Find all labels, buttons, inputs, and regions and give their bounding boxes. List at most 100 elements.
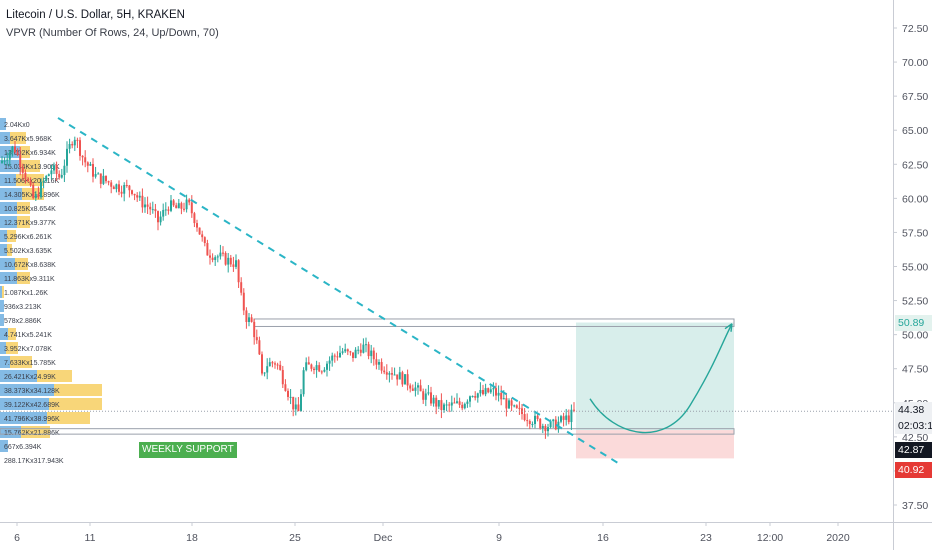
candle-body (115, 184, 118, 190)
candle-body (333, 355, 336, 357)
vp-row-label: 15.034Kx13.905K (4, 164, 60, 171)
candle-body (380, 362, 383, 371)
candle-body (500, 392, 503, 400)
candle-body (86, 162, 89, 166)
candle-body (81, 155, 84, 158)
candle-body (567, 415, 570, 423)
candle-body (279, 364, 282, 370)
weekly-support-label[interactable]: WEEKLY SUPPORT (139, 442, 237, 458)
candle-body (539, 418, 542, 429)
candle-body (476, 393, 479, 398)
candle-body (149, 206, 152, 210)
candle-body (185, 199, 188, 210)
price-tick-label: 52.50 (902, 296, 928, 308)
candle-body (266, 366, 269, 373)
candle-body (68, 144, 71, 149)
candle-body (203, 237, 206, 244)
price-tick-label: 67.50 (902, 91, 928, 103)
vp-up-bar (0, 258, 15, 270)
candle-body (229, 257, 232, 265)
candle-body (430, 392, 432, 404)
candle-body (328, 360, 331, 364)
candle-body (549, 421, 552, 428)
candle-body (14, 146, 16, 153)
price-tick-label: 55.00 (902, 262, 928, 274)
candle-body (534, 415, 536, 425)
candle-body (63, 165, 66, 176)
vp-up-bar (0, 272, 17, 284)
candle-body (385, 372, 388, 375)
candle-body (562, 416, 565, 420)
candle-body (8, 152, 11, 160)
vp-row-label: 10.672Kx8.638K (4, 262, 56, 269)
candle-body (125, 185, 128, 187)
candle-body (367, 344, 370, 357)
price-tick-label: 57.50 (902, 227, 928, 239)
candle-body (289, 396, 292, 398)
candle-body (242, 292, 245, 311)
candle-body (73, 139, 76, 146)
candle-body (146, 204, 149, 207)
vp-up-bar (0, 202, 17, 214)
price-tick-label: 70.00 (902, 57, 928, 69)
vp-down-bar (20, 146, 30, 158)
candle-body (432, 397, 435, 404)
candle-body (427, 392, 430, 394)
vp-row-label: 1.087Kx1.26K (4, 290, 48, 297)
vp-row-label: 5.296Kx6.261K (4, 234, 52, 241)
candle-body (172, 200, 175, 206)
vp-down-bar (2, 286, 4, 298)
candle-body (409, 385, 412, 389)
candle-body (411, 388, 414, 391)
candle-body (492, 388, 495, 390)
vp-row-label: 667x6.394K (4, 444, 42, 451)
candle-body (76, 139, 79, 141)
vp-row-label: 14.305Kx14.896K (4, 192, 60, 199)
candle-body (1, 160, 3, 163)
vp-row-label: 3.952Kx7.078K (4, 346, 52, 353)
vp-row-label: 936x3.213K (4, 304, 42, 311)
vp-row-label: 2.04Kx0 (4, 122, 30, 129)
target-price-tag: 50.89 (895, 314, 932, 331)
drawing-lines (0, 117, 893, 467)
candle-body (102, 175, 105, 184)
candle-body (157, 211, 159, 223)
vp-up-bar (0, 440, 8, 452)
candle-body (219, 252, 222, 257)
vp-down-bar (17, 202, 30, 214)
vp-row-label: 15.762Kx21.886K (4, 430, 60, 437)
candle-body (55, 165, 58, 174)
candle-body (419, 385, 422, 392)
vp-down-bar (8, 328, 16, 340)
candle-body (248, 317, 250, 322)
candle-body (138, 195, 141, 198)
candle-body (6, 159, 9, 161)
candle-body (112, 186, 115, 190)
candle-body (513, 405, 516, 407)
projection-zones (0, 318, 735, 459)
candle-body (505, 398, 508, 409)
candle-body (313, 368, 315, 371)
candle-body (271, 362, 274, 364)
candle-body (201, 234, 204, 238)
vp-down-bar (15, 258, 28, 270)
bar-countdown-tag: 02:03:17 (895, 418, 932, 435)
candle-body (133, 193, 136, 196)
price-tick-label: 62.50 (902, 159, 928, 171)
candle-body (19, 154, 22, 168)
candle-body (196, 223, 198, 228)
time-tick-label: 18 (186, 532, 198, 544)
candle-body (27, 179, 29, 181)
candle-body (302, 370, 305, 395)
candle-body (510, 400, 513, 406)
candle-body (349, 351, 352, 353)
vp-up-bar (0, 412, 47, 424)
vp-row-label: 10.825Kx8.654K (4, 206, 56, 213)
candle-body (378, 362, 380, 365)
vp-up-bar (0, 286, 2, 298)
support-price-tag: 42.87 (895, 441, 932, 458)
candle-body (32, 184, 35, 199)
candle-body (554, 419, 557, 430)
indicator-legend[interactable]: VPVR (Number Of Rows, 24, Up/Down, 70) (6, 27, 219, 39)
